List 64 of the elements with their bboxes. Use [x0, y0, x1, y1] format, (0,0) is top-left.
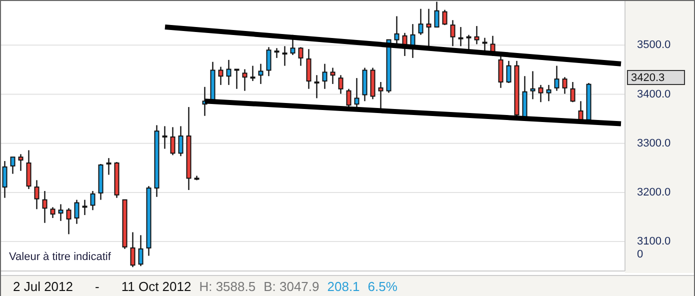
candlestick — [378, 81, 384, 110]
candlestick — [450, 20, 456, 47]
candlestick — [10, 156, 16, 174]
candlestick — [74, 199, 80, 224]
candlestick — [218, 66, 224, 86]
annotation: Valeur à titre indicatif — [9, 251, 111, 263]
candlestick — [506, 60, 512, 84]
y-tick-label: 3200.0 — [637, 186, 671, 198]
candlestick — [346, 88, 352, 109]
candlestick — [242, 68, 248, 92]
candlestick — [178, 126, 184, 157]
candlestick — [458, 26, 464, 47]
candlestick — [434, 1, 440, 28]
candlestick — [282, 46, 288, 66]
candlestick — [330, 67, 336, 85]
candlestick — [562, 76, 568, 94]
candlestick — [538, 84, 544, 103]
candlestick — [18, 154, 24, 172]
candlestick — [418, 8, 424, 36]
text: 6.5% — [368, 278, 398, 294]
candlestick — [170, 126, 176, 156]
candlestick — [474, 25, 480, 45]
candlestick — [322, 63, 328, 90]
candlestick — [266, 46, 272, 77]
candlestick — [34, 180, 40, 210]
candlestick — [66, 208, 72, 235]
candlestick — [90, 190, 96, 211]
candlestick — [250, 65, 256, 82]
candlestick — [274, 48, 280, 59]
text: H: 3588.5 — [199, 278, 256, 294]
candlestick — [394, 16, 400, 45]
candlestick — [442, 9, 448, 26]
y-tick-label: 3100.0 0 — [637, 236, 671, 261]
candlestick — [82, 199, 88, 216]
candlestick — [26, 150, 32, 190]
candlestick — [162, 126, 168, 150]
candlestick — [50, 206, 56, 219]
candlestick — [298, 46, 304, 66]
candlestick — [530, 70, 536, 100]
candlestick — [2, 160, 8, 198]
candlestick — [306, 48, 312, 90]
y-tick-label: 3400.0 — [637, 88, 671, 100]
candlestick — [258, 63, 264, 85]
text: 11 Oct 2012 — [121, 278, 192, 294]
candlestick — [138, 234, 144, 267]
candlestick — [106, 157, 112, 176]
y-tick-label: 3500.0 — [637, 39, 671, 52]
text: 208.1 — [327, 278, 360, 294]
text: 2 Jul 2012 — [13, 278, 73, 294]
y-tick-label: 3300.0 — [637, 137, 671, 150]
candlestick — [226, 59, 232, 86]
text: B: 3047.9 — [264, 278, 320, 294]
candlestick — [314, 74, 320, 99]
candlestick — [130, 232, 136, 268]
candlestick — [338, 74, 344, 94]
candlestick — [234, 68, 240, 90]
text: 3420.3 — [627, 70, 685, 86]
candlestick — [42, 190, 48, 224]
candlestick — [58, 204, 64, 222]
candlestick — [354, 77, 360, 108]
candlestick — [554, 65, 560, 92]
text: - — [95, 278, 100, 294]
candlestick — [546, 84, 552, 102]
candlestick — [570, 81, 576, 103]
